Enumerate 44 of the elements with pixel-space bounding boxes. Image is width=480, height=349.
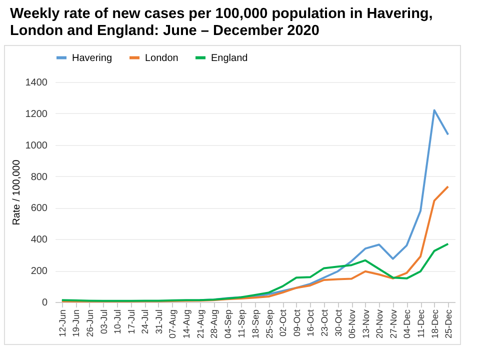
x-tick-label: 26-Jun bbox=[84, 310, 95, 338]
y-tick-label: 800 bbox=[30, 172, 48, 184]
x-tick-label: 09-Oct bbox=[292, 309, 302, 337]
line-series bbox=[60, 186, 450, 303]
x-tick-label: 16-Oct bbox=[306, 309, 316, 337]
x-tick-label: 10-Jul bbox=[112, 310, 123, 334]
x-tick-label: 14-Aug bbox=[182, 310, 192, 339]
x-tick-label: 25-Sep bbox=[264, 310, 274, 339]
x-tick-label: 30-Oct bbox=[333, 309, 344, 337]
x-tick-label: 17-Jul bbox=[126, 310, 136, 334]
chart-title: Weekly rate of new cases per 100,000 population in Havering, London and England: June – December 2020 bbox=[9, 5, 434, 40]
x-tick-label: 25-Dec bbox=[444, 309, 454, 339]
line-series bbox=[60, 243, 450, 302]
x-tick-label: 03-Jul bbox=[98, 310, 109, 334]
x-tick-label: 18-Sep bbox=[250, 310, 260, 339]
x-tick-label: 11-Sep bbox=[236, 310, 247, 338]
legend-label: England bbox=[211, 53, 248, 64]
x-tick-label: 18-Dec bbox=[430, 309, 440, 339]
x-tick-label: 04-Sep bbox=[222, 310, 233, 339]
y-tick-label: 400 bbox=[30, 234, 48, 246]
x-tick-label: 23-Oct bbox=[319, 309, 330, 337]
x-tick-label: 20-Nov bbox=[374, 309, 385, 339]
x-tick-label: 13-Nov bbox=[360, 309, 371, 339]
y-tick-label: 0 bbox=[42, 298, 48, 309]
y-axis-title: Rate / 100,000 bbox=[11, 160, 22, 226]
x-tick-label: 02-Oct bbox=[278, 309, 288, 337]
x-tick-label: 06-Nov bbox=[347, 309, 358, 339]
y-tick-label: 600 bbox=[30, 204, 48, 215]
y-tick-label: 1000 bbox=[25, 140, 48, 152]
x-tick-label: 28-Aug bbox=[209, 310, 220, 339]
x-tick-label: 11-Dec bbox=[416, 309, 426, 338]
legend-label: Havering bbox=[72, 53, 112, 64]
x-tick-label: 04-Dec bbox=[402, 309, 412, 339]
x-tick-label: 19-Jun bbox=[71, 310, 82, 338]
x-tick-label: 07-Aug bbox=[168, 310, 178, 339]
y-tick-label: 1200 bbox=[25, 109, 48, 120]
y-tick-label: 1400 bbox=[25, 78, 48, 89]
y-tick-label: 200 bbox=[30, 266, 48, 278]
x-tick-label: 31-Jul bbox=[154, 310, 164, 334]
x-tick-label: 24-Jul bbox=[140, 310, 150, 334]
legend-label: London bbox=[145, 53, 178, 64]
x-tick-label: 27-Nov bbox=[388, 309, 398, 339]
x-tick-label: 21-Aug bbox=[195, 310, 206, 339]
x-tick-label: 12-Jun bbox=[57, 310, 68, 338]
